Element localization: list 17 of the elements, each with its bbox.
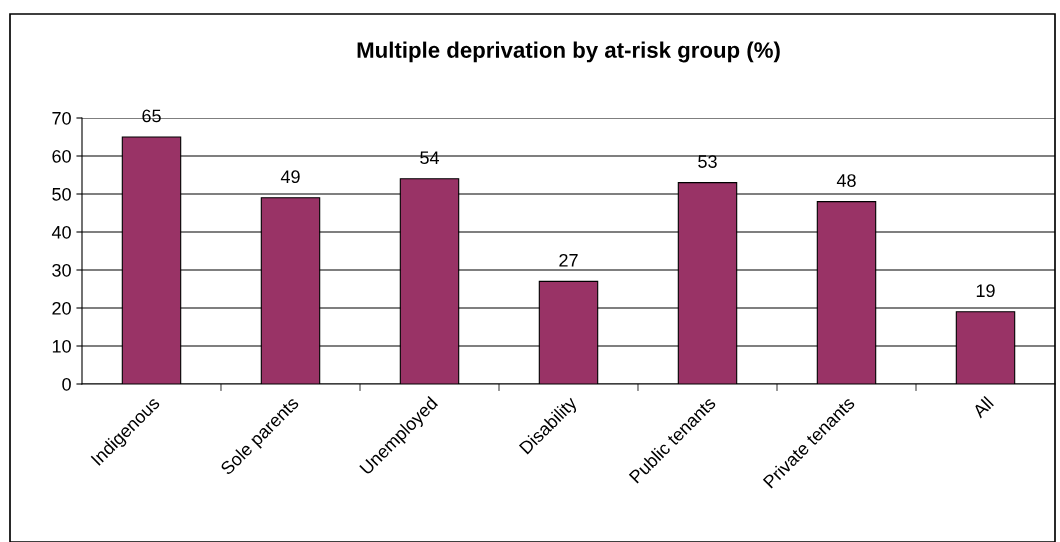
chart-title: Multiple deprivation by at-risk group (%) bbox=[357, 41, 780, 63]
y-tick-label: 0 bbox=[62, 377, 71, 391]
data-label: 65 bbox=[142, 109, 161, 123]
data-label: 19 bbox=[976, 284, 995, 298]
y-tick-label: 50 bbox=[52, 187, 71, 201]
y-tick-label: 20 bbox=[52, 301, 71, 315]
y-tick-label: 10 bbox=[52, 339, 71, 353]
y-tick-label: 30 bbox=[52, 263, 71, 277]
data-label: 54 bbox=[420, 151, 440, 165]
y-tick-label: 40 bbox=[51, 225, 71, 239]
data-label: 48 bbox=[836, 174, 856, 187]
data-label: 49 bbox=[280, 170, 300, 184]
y-tick-label: 70 bbox=[52, 111, 71, 125]
data-label: 53 bbox=[698, 155, 717, 168]
x-tick-label: All bbox=[971, 395, 994, 419]
data-label: 27 bbox=[559, 253, 578, 267]
y-tick-label: 60 bbox=[52, 149, 71, 163]
